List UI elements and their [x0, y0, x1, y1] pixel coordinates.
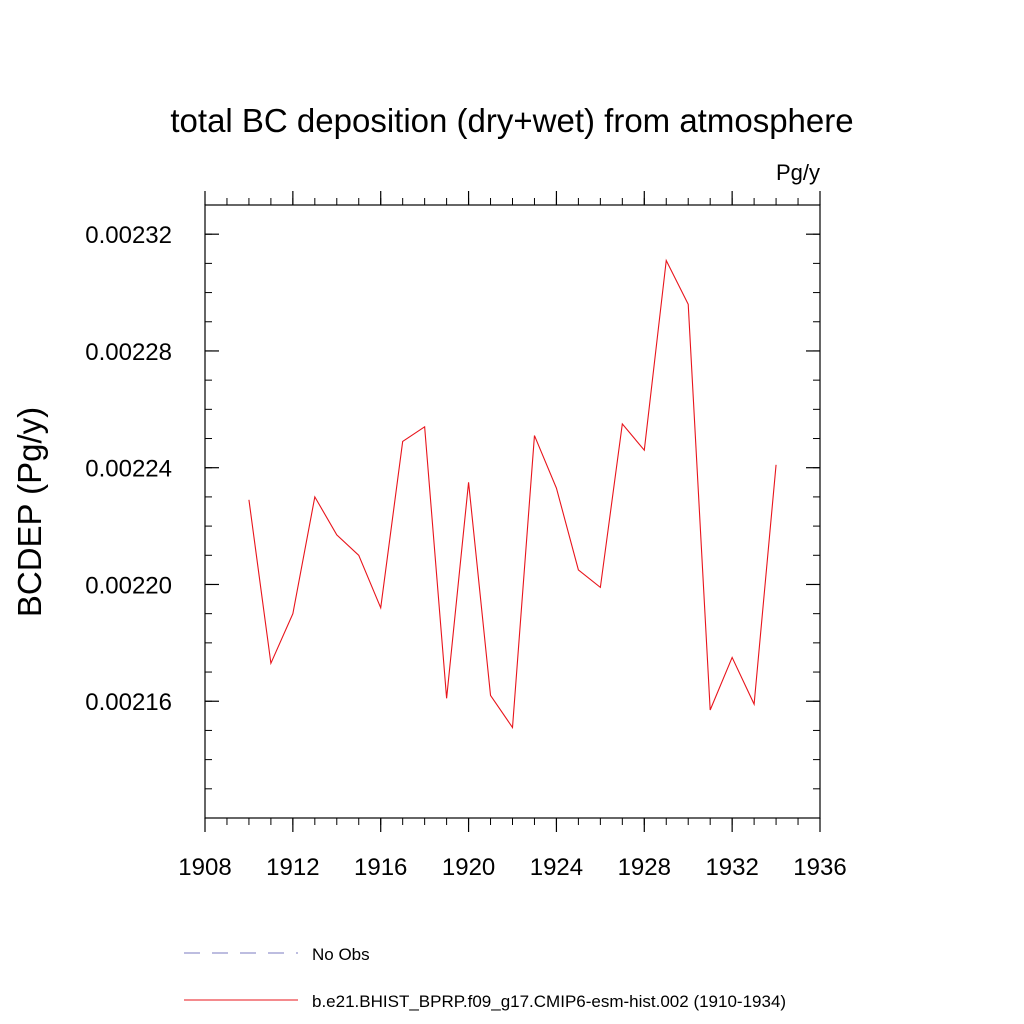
- x-tick-label: 1912: [266, 854, 319, 881]
- y-tick-label: 0.00220: [85, 572, 172, 599]
- x-tick-label: 1924: [530, 854, 583, 881]
- legend-label: No Obs: [312, 945, 370, 964]
- y-axis-label: BCDEP (Pg/y): [11, 407, 48, 617]
- x-tick-label: 1936: [793, 854, 846, 881]
- chart-title: total BC deposition (dry+wet) from atmos…: [170, 102, 853, 139]
- x-tick-label: 1920: [442, 854, 495, 881]
- y-tick-label: 0.00224: [85, 456, 172, 483]
- series-layer: [248, 258, 777, 730]
- y-tick-label: 0.00216: [85, 689, 172, 716]
- x-tick-label: 1916: [354, 854, 407, 881]
- x-tick-label: 1932: [705, 854, 758, 881]
- units-label: Pg/y: [776, 160, 820, 185]
- plot-axes: 1908 1912 1916 1920 1924 1928 1932 1936 0.00216 0…: [85, 191, 847, 881]
- series-line: [248, 258, 777, 730]
- legend: No Obs b.e21.BHIST_BPRP.f09_g17.CMIP6-esm…: [184, 945, 786, 1011]
- y-tick-label: 0.00228: [85, 339, 172, 366]
- x-tick-label: 1908: [178, 854, 231, 881]
- x-tick-label: 1928: [618, 854, 671, 881]
- legend-label: b.e21.BHIST_BPRP.f09_g17.CMIP6-esm-hist.…: [312, 992, 786, 1011]
- y-tick-label: 0.00232: [85, 222, 172, 249]
